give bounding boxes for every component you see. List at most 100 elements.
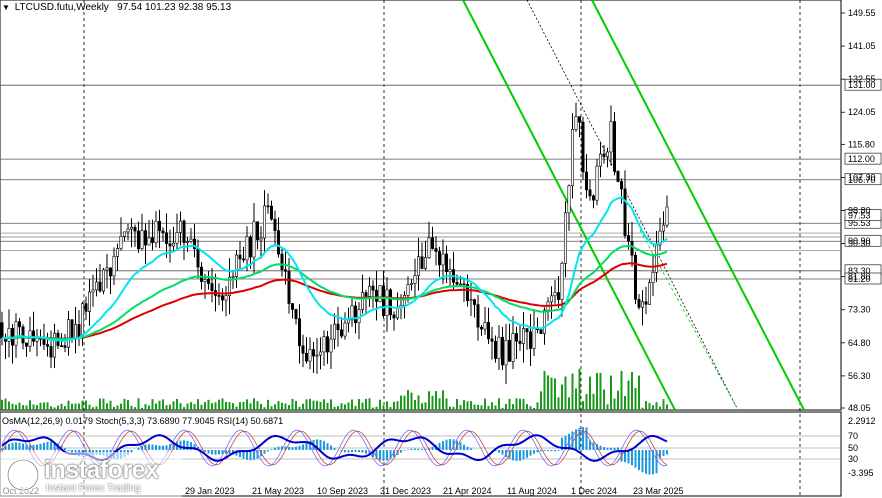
osma-bar	[249, 450, 252, 461]
osma-bar	[270, 449, 273, 450]
osma-bar	[592, 442, 595, 450]
date-label: 23 Mar 2025	[633, 486, 684, 496]
osma-bar	[438, 442, 441, 450]
ohlc-values: 97.54 101.23 92.38 95.13	[117, 2, 232, 13]
volume-bar	[477, 404, 479, 410]
channel-mid	[526, 0, 739, 411]
osma-bar	[200, 449, 203, 450]
candle-body	[336, 323, 340, 331]
indicator-tick-label: 50	[848, 443, 858, 453]
price-tick-label: 48.05	[848, 403, 871, 413]
indicator-tick-label: 2.2912	[848, 416, 876, 426]
volume-bar	[617, 390, 619, 410]
volume-bar	[662, 399, 665, 410]
candle-body	[360, 292, 364, 310]
logo: instaforex Instant Forex Trading	[0, 452, 182, 498]
candle-body	[17, 321, 21, 328]
candle-body	[308, 349, 312, 362]
volume-bar	[50, 406, 52, 410]
osma-bar	[613, 447, 616, 450]
osma-bar	[141, 445, 143, 450]
volume-bar	[326, 402, 329, 410]
candle-body	[476, 304, 480, 328]
candle-body	[623, 188, 627, 236]
volume-bar	[85, 400, 87, 410]
volume-bar	[267, 399, 269, 410]
osma-bar	[445, 439, 448, 450]
level-box	[844, 78, 882, 91]
candle-body	[647, 282, 651, 305]
osma-bar	[225, 450, 227, 454]
osma-bar	[267, 450, 269, 452]
candle-body	[661, 224, 665, 232]
volume-bar	[522, 398, 525, 410]
candle-body	[158, 220, 162, 232]
volume-bar	[641, 407, 644, 410]
volume-bar	[193, 403, 196, 410]
volume-bar	[53, 407, 56, 410]
candle-body	[42, 338, 46, 345]
volume-bar	[410, 392, 413, 410]
candle-body	[434, 248, 438, 252]
candle-body	[119, 236, 123, 249]
level-label: 106.70	[848, 175, 876, 185]
candle-body	[98, 281, 102, 292]
volume-bar	[459, 405, 462, 410]
volume-bar	[137, 398, 140, 410]
volume-bar	[435, 391, 437, 410]
volume-bar	[519, 398, 521, 410]
candle-body	[144, 230, 148, 246]
volume-bar	[274, 404, 276, 410]
candle-body	[74, 324, 78, 340]
candle-body	[301, 345, 305, 354]
osma-bar	[330, 445, 332, 450]
osma-bar	[648, 450, 651, 475]
candle-body	[88, 291, 92, 312]
osma-bar	[144, 444, 147, 450]
volume-bar	[582, 401, 584, 410]
osma-bar	[365, 450, 367, 454]
level-box	[844, 152, 882, 165]
candle-body	[584, 171, 588, 191]
candle-body	[644, 301, 648, 305]
volume-bar	[277, 401, 280, 410]
candle-body	[633, 255, 637, 300]
osma-bar	[71, 450, 73, 454]
candle-body	[560, 263, 564, 300]
candle-body	[637, 299, 641, 308]
osma-bar	[379, 450, 381, 461]
price-tick-label: 132.55	[848, 74, 876, 84]
volume-bar	[536, 402, 539, 410]
volume-bar	[585, 393, 588, 410]
volume-bar	[456, 399, 458, 410]
volume-bar	[368, 398, 371, 410]
candle-body	[486, 322, 490, 340]
candle-body	[242, 258, 246, 261]
osma-bar	[151, 444, 154, 450]
candle-body	[528, 331, 532, 349]
collapse-triangle-icon[interactable]: ▼	[2, 3, 10, 12]
osma-bar	[393, 450, 395, 458]
volume-bar	[298, 406, 301, 410]
osma-bar	[291, 447, 294, 450]
candle-body	[395, 307, 399, 319]
osma-bar	[39, 443, 42, 450]
osma-bar	[519, 450, 521, 461]
volume-bar	[74, 403, 77, 410]
osma-bar	[46, 441, 49, 450]
volume-bar	[333, 406, 336, 410]
volume-bar	[561, 384, 563, 410]
volume-bar	[638, 375, 640, 410]
osma-bar	[32, 445, 35, 450]
candle-body	[556, 292, 560, 300]
osma-bar	[533, 450, 535, 454]
candle-body	[91, 289, 95, 293]
candle-body	[182, 220, 186, 243]
volume-bar	[15, 404, 17, 410]
osma-bar	[179, 440, 182, 450]
volume-bar	[655, 402, 658, 410]
volume-bar	[610, 375, 612, 410]
candle-body	[70, 319, 74, 340]
candle-body	[567, 185, 571, 214]
